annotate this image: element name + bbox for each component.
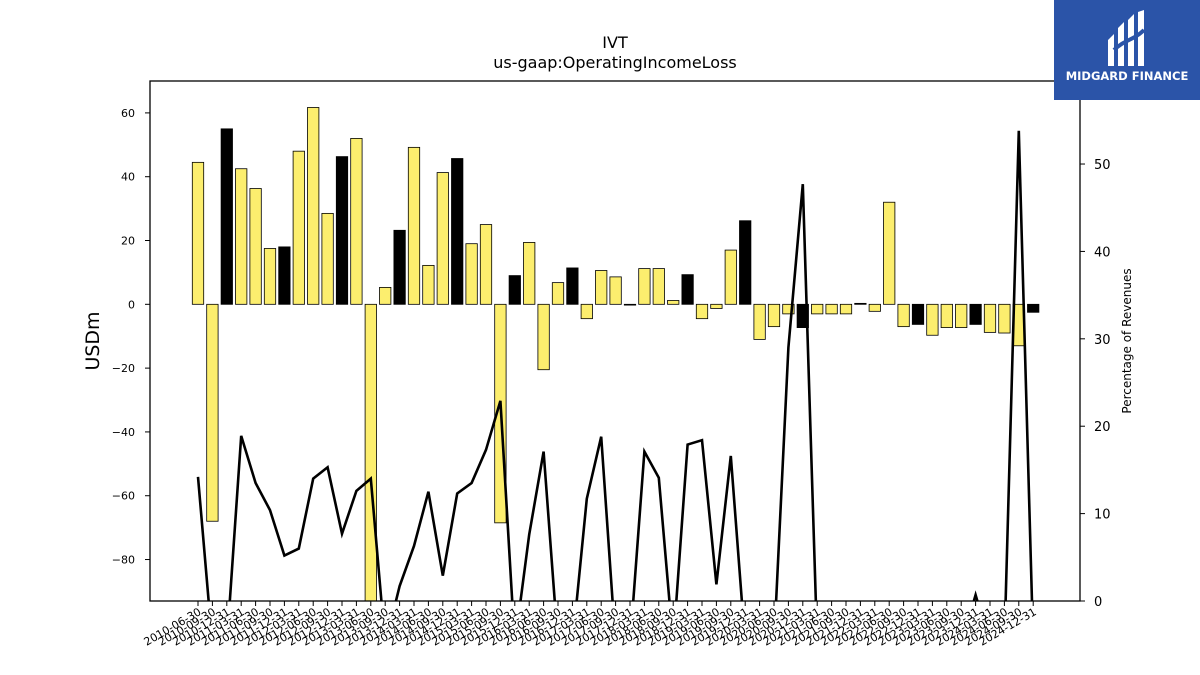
bar [307, 107, 320, 305]
y-axis-right-label: Percentage of Revenues [1120, 268, 1134, 413]
bar [551, 282, 565, 305]
bar [796, 303, 809, 328]
bar [782, 303, 795, 315]
bar [983, 303, 997, 333]
bar [436, 172, 449, 305]
bar [393, 229, 406, 305]
y-axis-right: 0 10 20 30 40 50 [1080, 158, 1111, 610]
bar [422, 264, 435, 305]
bar [883, 201, 896, 305]
chart-subtitle: us-gaap:OperatingIncomeLoss [493, 53, 737, 72]
bar [940, 303, 953, 328]
bar [379, 286, 392, 305]
bar [263, 248, 277, 305]
bar [537, 303, 550, 371]
bar [767, 303, 781, 328]
y-right-tick-label: 0 [1094, 595, 1102, 610]
bar [321, 212, 334, 305]
bar [811, 303, 824, 315]
bar [508, 275, 521, 305]
bar [724, 249, 737, 305]
bar [623, 303, 637, 306]
bar [897, 303, 910, 328]
bar [523, 242, 536, 305]
bar [710, 303, 723, 309]
bar [998, 303, 1011, 334]
y-left-tick-label: −20 [112, 362, 135, 375]
bar [667, 300, 680, 305]
bar [479, 224, 493, 305]
bar [911, 303, 925, 325]
y-left-tick-label: 0 [128, 298, 135, 311]
y-axis-left-label: USDm [82, 311, 104, 370]
bar [969, 303, 982, 325]
y-left-tick-label: 40 [121, 171, 135, 184]
y-left-tick-label: 60 [121, 107, 135, 120]
bar [955, 303, 968, 328]
midgard-finance-logo: MIDGARD FINANCE [1054, 0, 1200, 100]
bar [652, 268, 665, 305]
bar [364, 303, 377, 602]
midgard-logo-icon [1108, 10, 1146, 66]
y-left-tick-label: −80 [112, 554, 135, 567]
y-right-tick-label: 30 [1094, 333, 1111, 348]
bar [278, 246, 291, 305]
y-right-tick-label: 40 [1094, 245, 1111, 260]
bar [681, 274, 694, 305]
bar [249, 188, 262, 305]
bar [695, 303, 709, 320]
line-series [196, 130, 1034, 601]
bar [1027, 303, 1040, 313]
line-path [196, 130, 1034, 601]
y-left-tick-label: −60 [112, 490, 135, 503]
bar [235, 168, 248, 305]
y-left-tick-label: 20 [121, 235, 135, 248]
bar [868, 303, 881, 312]
bar [335, 156, 349, 305]
bar [465, 243, 478, 305]
bar [753, 303, 766, 340]
bar [580, 303, 593, 320]
y-right-tick-label: 20 [1094, 420, 1111, 435]
bar [566, 267, 579, 305]
plot-frame [149, 80, 1081, 602]
bar [638, 268, 651, 305]
y-right-tick-label: 10 [1094, 508, 1111, 523]
y-axis-left: −80 −60 −40 −20 0 20 40 60 [112, 107, 150, 567]
y-left-tick-label: −40 [112, 426, 135, 439]
bar [407, 146, 421, 305]
logo-text: MIDGARD FINANCE [1065, 69, 1189, 83]
bar [609, 276, 622, 305]
bar [739, 220, 752, 305]
bar [595, 270, 608, 305]
bar [825, 303, 838, 315]
bar [451, 158, 464, 305]
bar [350, 138, 363, 305]
bar [206, 303, 219, 522]
bar [854, 302, 867, 305]
bar [220, 128, 233, 305]
x-axis: 2010-06-302010-09-302010-12-312011-03-31… [142, 601, 1039, 649]
y-right-tick-label: 50 [1094, 158, 1111, 173]
bar [292, 150, 305, 305]
bar [926, 303, 939, 336]
chart-title: IVT [602, 33, 628, 52]
bar [839, 303, 853, 315]
bar [191, 161, 205, 305]
bar-series [191, 107, 1040, 602]
